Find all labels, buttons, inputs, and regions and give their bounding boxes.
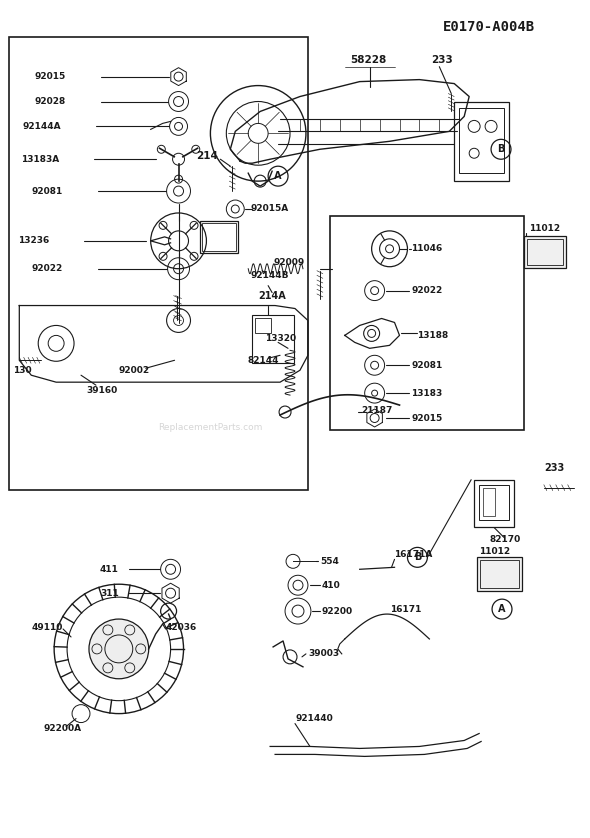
Polygon shape [345, 318, 399, 349]
Text: 11012: 11012 [529, 225, 560, 234]
Bar [480, 561, 519, 588]
Text: 13320: 13320 [265, 334, 296, 343]
Text: 130: 130 [14, 365, 32, 375]
Text: 233: 233 [544, 463, 564, 473]
Bar [479, 484, 509, 520]
Bar [474, 479, 514, 527]
Text: 92081: 92081 [411, 360, 442, 370]
Text: 411: 411 [100, 565, 119, 574]
Text: 92015: 92015 [35, 72, 66, 81]
Text: 92009: 92009 [274, 258, 305, 267]
Text: 16171A: 16171A [395, 550, 433, 559]
Circle shape [89, 619, 149, 679]
Bar [454, 101, 509, 181]
Bar [483, 488, 495, 515]
Bar [477, 557, 522, 591]
Text: ReplacementParts.com: ReplacementParts.com [158, 423, 263, 432]
Text: 13183A: 13183A [21, 155, 59, 163]
Text: 39003: 39003 [308, 649, 339, 659]
Text: 58228: 58228 [350, 54, 386, 65]
Text: A: A [499, 604, 506, 614]
Text: 92200: 92200 [322, 607, 353, 616]
Bar [524, 235, 566, 267]
Text: 92081: 92081 [32, 187, 63, 195]
Text: 92002: 92002 [119, 365, 150, 375]
Text: 82144: 82144 [247, 356, 278, 365]
Polygon shape [19, 306, 308, 382]
Text: 410: 410 [322, 581, 340, 590]
Text: 92022: 92022 [411, 286, 442, 295]
Text: B: B [497, 144, 504, 154]
Text: 21187: 21187 [362, 406, 393, 415]
Text: 92015A: 92015A [250, 204, 289, 214]
Text: 13236: 13236 [18, 236, 49, 246]
Text: 13188: 13188 [417, 331, 448, 340]
Bar [252, 315, 294, 363]
Text: B: B [414, 552, 421, 562]
Text: 13183: 13183 [411, 389, 442, 397]
Text: 16171: 16171 [389, 604, 421, 613]
Text: 92200A: 92200A [43, 724, 81, 733]
Text: 42036: 42036 [166, 623, 197, 632]
Text: 92022: 92022 [32, 264, 63, 273]
Bar [202, 223, 236, 251]
Text: 311: 311 [100, 588, 119, 597]
Bar [459, 108, 504, 173]
Text: 49110: 49110 [32, 623, 63, 632]
Text: 39160: 39160 [86, 385, 117, 395]
Text: 92015: 92015 [411, 413, 442, 422]
Text: 82170: 82170 [489, 535, 520, 544]
Text: 233: 233 [431, 54, 453, 65]
Text: 214: 214 [196, 151, 218, 161]
Text: 11046: 11046 [411, 245, 442, 253]
Text: 92144A: 92144A [22, 122, 61, 131]
Text: 214A: 214A [258, 291, 286, 301]
Text: 92028: 92028 [35, 97, 66, 106]
Bar [9, 37, 308, 489]
Text: 554: 554 [320, 556, 339, 566]
Text: 11012: 11012 [479, 547, 510, 556]
Bar [255, 318, 271, 334]
Text: 92144B: 92144B [250, 272, 289, 280]
Bar [527, 239, 563, 265]
Bar [330, 216, 524, 430]
Text: E0170-A004B: E0170-A004B [443, 20, 535, 34]
Text: A: A [274, 171, 282, 181]
Bar [201, 221, 238, 253]
Text: 921440: 921440 [295, 714, 333, 723]
